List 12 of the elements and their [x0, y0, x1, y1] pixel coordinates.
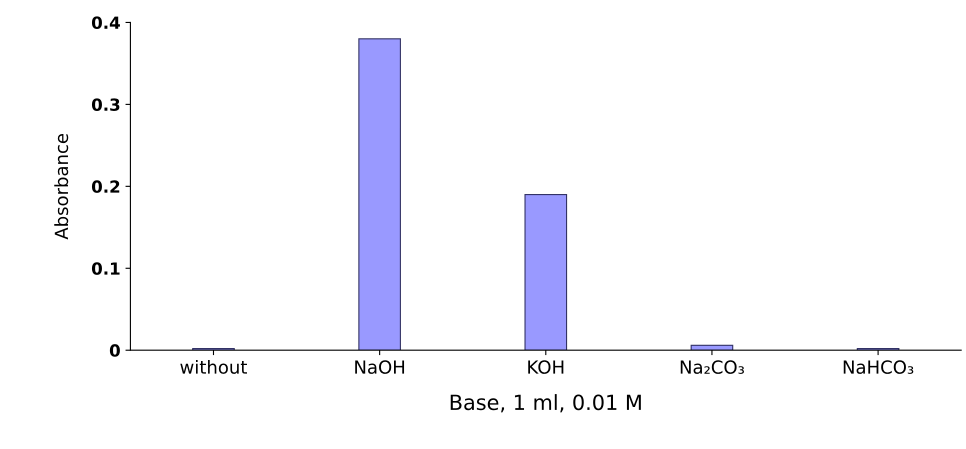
y-tick-label: 0.3 [92, 98, 120, 111]
y-tick-label: 0.2 [92, 180, 120, 193]
x-tick-label: NaHCO₃ [844, 360, 914, 374]
y-tick-label: 0.4 [92, 16, 120, 30]
x-tick-label: Na₂CO₃ [680, 360, 744, 374]
x-axis-title: Base, 1 ml, 0.01 M [450, 394, 641, 412]
y-tick-label: 0 [110, 344, 120, 357]
x-tick-label: without [180, 360, 247, 374]
x-tick-label: KOH [528, 360, 564, 374]
x-tick-label: NaOH [355, 360, 404, 374]
y-axis-title: Absorbance [54, 134, 68, 240]
y-tick-label: 0.1 [92, 262, 120, 275]
